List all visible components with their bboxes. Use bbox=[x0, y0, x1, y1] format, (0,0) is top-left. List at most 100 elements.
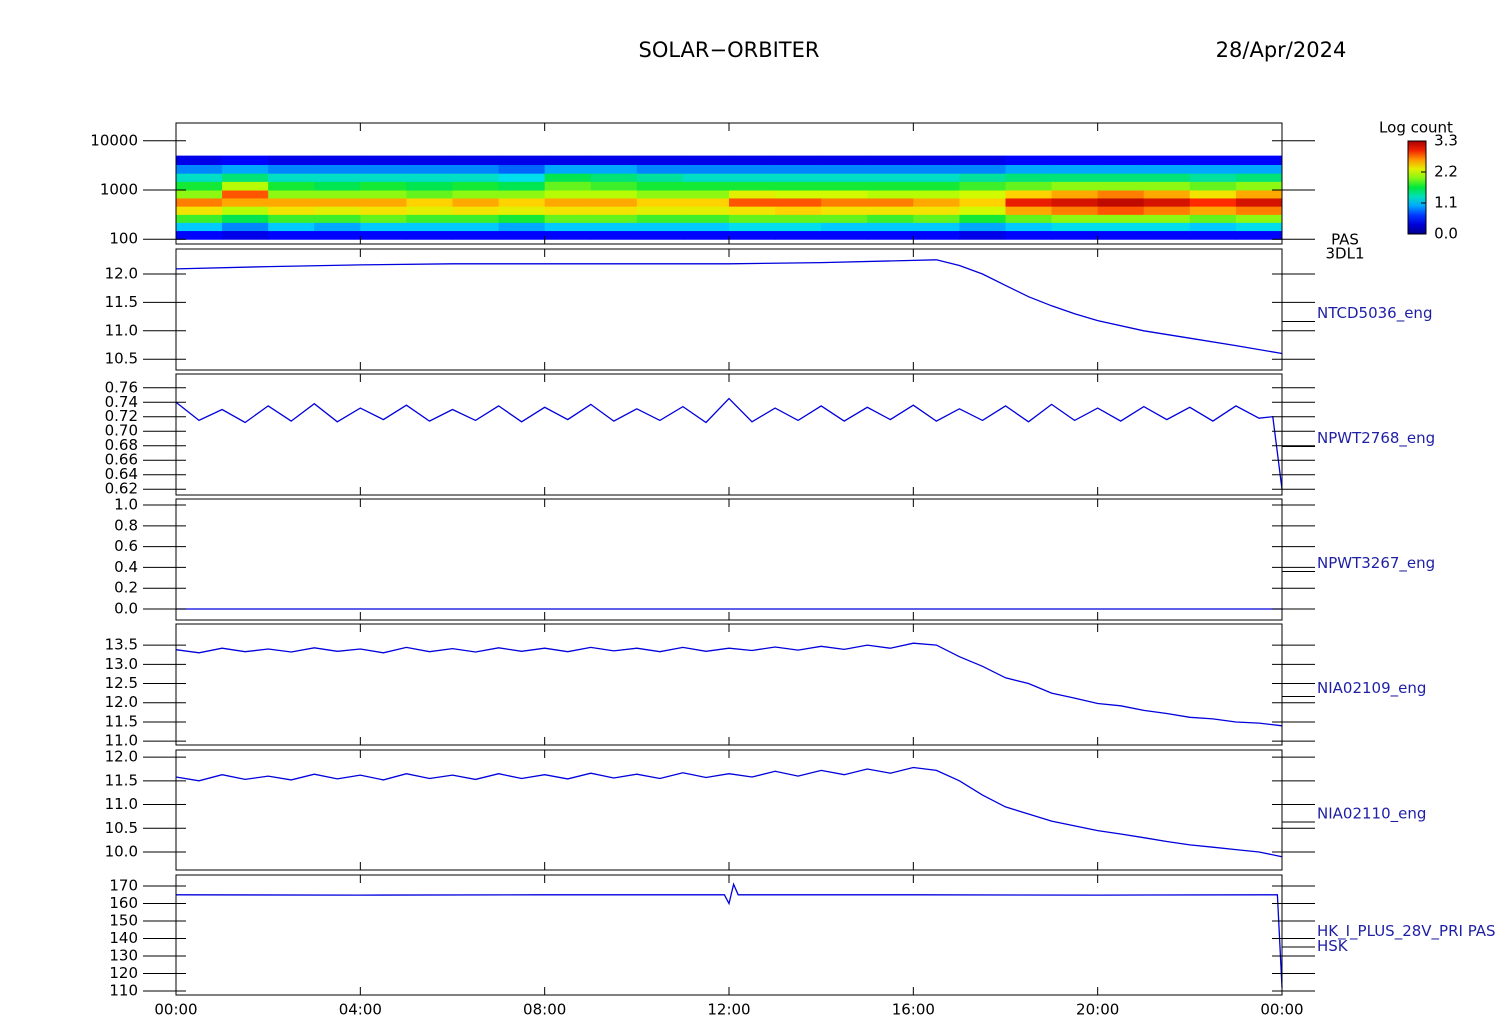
heat-cell bbox=[867, 164, 914, 174]
heat-cell bbox=[406, 190, 453, 199]
heat-cell bbox=[176, 164, 223, 174]
panel-frame bbox=[175, 248, 1283, 371]
heat-cell bbox=[268, 181, 315, 191]
heat-cell bbox=[1097, 222, 1145, 232]
data-line bbox=[175, 397, 1283, 490]
heat-cell bbox=[1097, 230, 1145, 240]
heat-cell bbox=[636, 164, 684, 174]
heat-cell bbox=[1189, 214, 1237, 223]
y-tick-label: 150 bbox=[109, 912, 138, 930]
heat-cell bbox=[913, 230, 960, 240]
heat-cell bbox=[268, 155, 315, 165]
heat-cell bbox=[406, 173, 453, 182]
heat-cell bbox=[544, 155, 592, 165]
heat-cell bbox=[867, 190, 914, 199]
heat-cell bbox=[636, 214, 684, 223]
heat-cell bbox=[959, 222, 1006, 232]
heat-cell bbox=[959, 164, 1006, 174]
heat-cell bbox=[268, 190, 315, 199]
y-tick-label: 0.76 bbox=[105, 378, 138, 396]
heat-cell bbox=[821, 190, 868, 199]
heat-cell bbox=[1051, 197, 1099, 207]
x-tick-label: 00:00 bbox=[154, 1001, 197, 1019]
y-tick-label: 11.0 bbox=[105, 732, 138, 750]
heat-cell bbox=[867, 181, 914, 191]
heat-cell bbox=[176, 190, 223, 199]
heat-cell bbox=[1143, 206, 1191, 215]
heat-cell bbox=[268, 214, 315, 223]
heat-cell bbox=[268, 173, 315, 182]
heat-cell bbox=[913, 173, 960, 182]
y-tick-label: 130 bbox=[109, 946, 138, 964]
heat-cell bbox=[498, 181, 546, 191]
heat-cell bbox=[314, 190, 361, 199]
heat-cell bbox=[314, 222, 361, 232]
x-tick-label: 04:00 bbox=[339, 1001, 382, 1019]
heat-cell bbox=[452, 164, 500, 174]
y-tick-label: 10.5 bbox=[105, 819, 138, 837]
panel-label: NTCD5036_eng bbox=[1317, 304, 1432, 323]
heat-cell bbox=[775, 214, 822, 223]
y-tick-label: 11.5 bbox=[105, 712, 138, 730]
heat-cell bbox=[913, 181, 960, 191]
heat-cell bbox=[682, 173, 730, 182]
y-tick-label: 12.5 bbox=[105, 674, 138, 692]
colorbar-tick-label: 1.1 bbox=[1434, 194, 1458, 212]
heat-cell bbox=[959, 197, 1006, 207]
colorbar-tick-label: 0.0 bbox=[1434, 225, 1458, 243]
heat-cell bbox=[959, 206, 1006, 215]
panel-label: NPWT2768_eng bbox=[1317, 429, 1435, 448]
heat-cell bbox=[406, 222, 453, 232]
heat-cell bbox=[775, 197, 822, 207]
heat-cell bbox=[913, 197, 960, 207]
heat-cell bbox=[176, 214, 223, 223]
panel-frame bbox=[175, 749, 1283, 871]
heat-cell bbox=[636, 222, 684, 232]
heat-cell bbox=[590, 173, 638, 182]
heat-cell bbox=[452, 190, 500, 199]
heat-cell bbox=[821, 206, 868, 215]
heat-cell bbox=[1143, 230, 1191, 240]
heat-cell bbox=[176, 197, 223, 207]
heat-cell bbox=[544, 190, 592, 199]
heat-cell bbox=[590, 181, 638, 191]
heat-cell bbox=[1235, 197, 1283, 207]
heat-cell bbox=[544, 181, 592, 191]
heat-cell bbox=[729, 155, 776, 165]
colorbar-tick-label: 2.2 bbox=[1434, 163, 1458, 181]
panel-label: 3DL1 bbox=[1326, 245, 1365, 263]
heat-cell bbox=[1189, 173, 1237, 182]
y-tick-label: 100 bbox=[109, 230, 138, 248]
heat-cell bbox=[1189, 181, 1237, 191]
y-tick-label: 10.0 bbox=[105, 842, 138, 860]
y-tick-label: 0.68 bbox=[105, 436, 138, 454]
y-tick-label: 0.0 bbox=[114, 599, 138, 617]
heat-cell bbox=[406, 164, 453, 174]
heat-cell bbox=[452, 181, 500, 191]
x-tick-label: 20:00 bbox=[1076, 1001, 1119, 1019]
y-tick-label: 12.0 bbox=[105, 748, 138, 766]
heat-cell bbox=[1005, 181, 1053, 191]
heat-cell bbox=[913, 222, 960, 232]
heat-cell bbox=[176, 222, 223, 232]
heat-cell bbox=[544, 230, 592, 240]
heat-cell bbox=[268, 206, 315, 215]
y-tick-label: 0.2 bbox=[114, 579, 138, 597]
heat-cell bbox=[222, 190, 269, 199]
colorbar-title: Log count bbox=[1379, 119, 1453, 137]
heat-cell bbox=[222, 230, 269, 240]
panel-frame bbox=[175, 874, 1283, 996]
title: SOLAR−ORBITER bbox=[638, 38, 819, 62]
heat-cell bbox=[636, 173, 684, 182]
heat-cell bbox=[406, 181, 453, 191]
heat-cell bbox=[590, 230, 638, 240]
y-tick-label: 11.0 bbox=[105, 321, 138, 339]
x-tick-label: 16:00 bbox=[892, 1001, 935, 1019]
heat-cell bbox=[821, 214, 868, 223]
heat-cell bbox=[959, 230, 1006, 240]
heat-cell bbox=[959, 214, 1006, 223]
heat-cell bbox=[1005, 173, 1053, 182]
heat-cell bbox=[867, 155, 914, 165]
heat-cell bbox=[1189, 206, 1237, 215]
heat-cell bbox=[1235, 214, 1283, 223]
